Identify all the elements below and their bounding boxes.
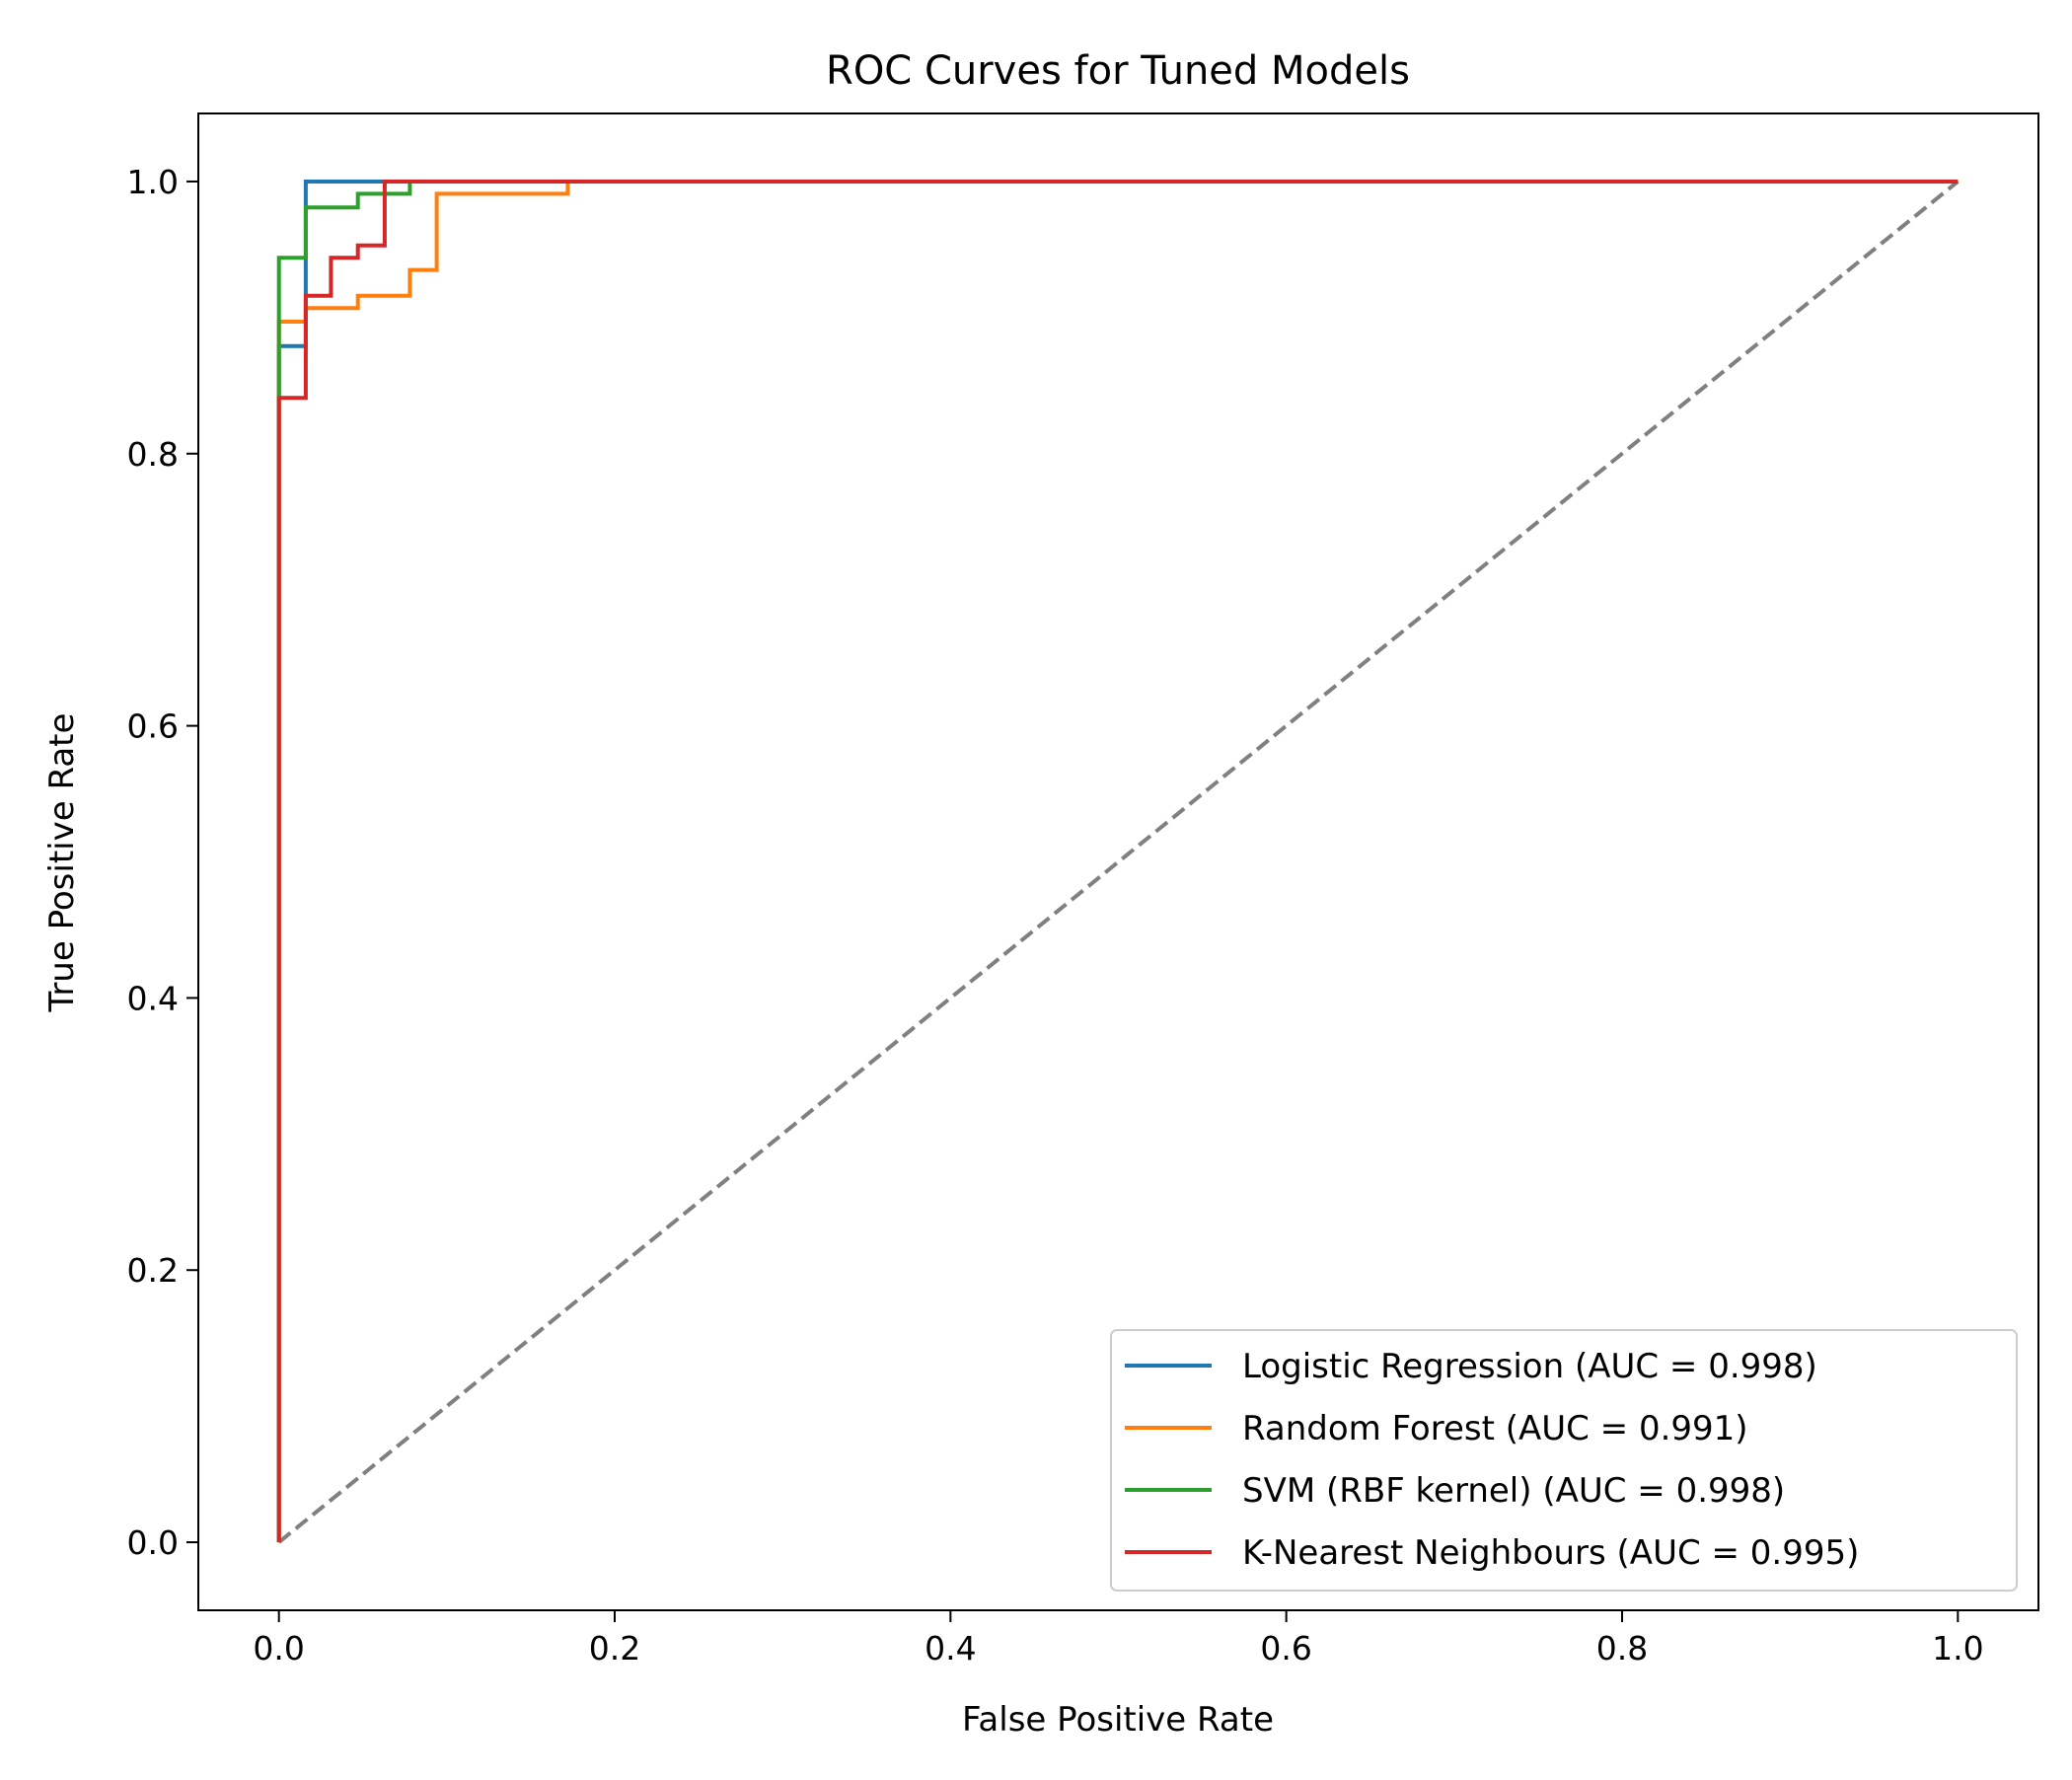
x-tick-label: 0.6 bbox=[1260, 1629, 1311, 1668]
legend-label-1: Random Forest (AUC = 0.991) bbox=[1242, 1409, 1748, 1448]
legend-label-2: SVM (RBF kernel) (AUC = 0.998) bbox=[1242, 1471, 1785, 1511]
x-tick-label: 0.4 bbox=[925, 1629, 976, 1668]
legend: Logistic Regression (AUC = 0.998) Random … bbox=[1110, 1329, 2018, 1592]
y-axis-label: True Positive Rate bbox=[42, 713, 82, 1013]
axes-frame bbox=[197, 112, 2039, 1611]
y-tick-label: 0.8 bbox=[127, 435, 179, 474]
chart-title: ROC Curves for Tuned Models bbox=[826, 48, 1410, 94]
plot-area bbox=[276, 180, 1960, 1544]
legend-box bbox=[1110, 1329, 2018, 1592]
x-tick-label: 0.8 bbox=[1596, 1629, 1648, 1668]
y-tick-label: 0.4 bbox=[127, 979, 179, 1017]
x-tick-label: 0.0 bbox=[253, 1629, 304, 1668]
legend-label-0: Logistic Regression (AUC = 0.998) bbox=[1242, 1347, 1817, 1386]
reference-diagonal-line bbox=[277, 180, 1960, 1544]
y-tick-label: 1.0 bbox=[127, 163, 179, 201]
x-axis-label: False Positive Rate bbox=[962, 1700, 1274, 1740]
y-tick-label: 0.6 bbox=[127, 707, 179, 746]
x-tick-label: 0.2 bbox=[589, 1629, 640, 1668]
y-tick-label: 0.2 bbox=[127, 1251, 179, 1290]
series-line-3 bbox=[276, 180, 1959, 1542]
x-axis: 0.0 0.2 0.4 0.6 0.8 1.0 bbox=[253, 1610, 1984, 1668]
y-axis: 0.0 0.2 0.4 0.6 0.8 1.0 bbox=[127, 163, 198, 1562]
y-tick-label: 0.0 bbox=[127, 1523, 179, 1562]
legend-label-3: K-Nearest Neighbours (AUC = 0.995) bbox=[1242, 1533, 1859, 1573]
x-tick-label: 1.0 bbox=[1932, 1629, 1983, 1668]
series-line-2 bbox=[276, 180, 1959, 1542]
